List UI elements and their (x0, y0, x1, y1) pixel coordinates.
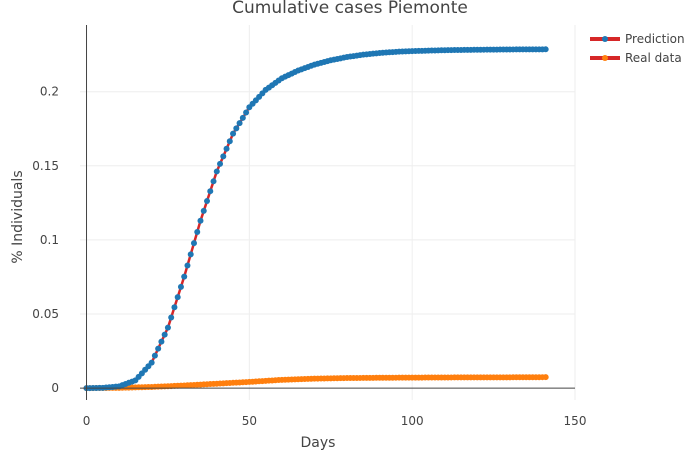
data-point (233, 125, 240, 132)
data-point (187, 251, 194, 258)
chart-title: Cumulative cases Piemonte (232, 0, 468, 18)
data-point (239, 114, 246, 121)
data-point (194, 228, 201, 235)
legend-label: Prediction (625, 32, 685, 46)
data-point (217, 160, 224, 167)
series-layer (83, 46, 549, 392)
legend[interactable]: Prediction Real data (590, 32, 685, 65)
data-point (155, 345, 162, 352)
data-point (204, 198, 211, 205)
legend-label: Real data (625, 51, 682, 65)
data-point (164, 324, 171, 331)
y-tick-label: 0.05 (32, 307, 59, 321)
data-point (177, 283, 184, 290)
data-point (158, 338, 165, 345)
data-point (542, 374, 549, 381)
data-point (161, 331, 168, 338)
legend-swatch-marker (602, 36, 608, 42)
legend-item[interactable]: Prediction (590, 32, 685, 46)
data-point (184, 262, 191, 269)
y-ticks: 0 0.05 0.1 0.15 0.2 (32, 85, 59, 395)
x-tick-label: 50 (242, 414, 257, 428)
data-point (171, 304, 178, 311)
grid (80, 25, 576, 400)
y-axis-title: % Individuals (10, 170, 26, 263)
data-point (148, 359, 155, 366)
series-prediction (83, 46, 549, 392)
data-point (210, 178, 217, 185)
data-point (190, 240, 197, 247)
data-point (197, 217, 204, 224)
data-point (151, 352, 158, 359)
data-point (181, 273, 188, 280)
legend-swatch-marker (602, 55, 608, 61)
axes (80, 25, 575, 400)
data-point (542, 46, 549, 53)
data-point (243, 109, 250, 116)
data-point (220, 153, 227, 160)
y-tick-label: 0.1 (40, 233, 59, 247)
x-axis-title: Days (301, 435, 336, 450)
y-tick-label: 0.2 (40, 85, 59, 99)
x-tick-label: 0 (83, 414, 91, 428)
y-tick-label: 0.15 (32, 159, 59, 173)
data-point (207, 188, 214, 195)
data-point (200, 207, 207, 214)
legend-item[interactable]: Real data (590, 51, 682, 65)
data-point (226, 138, 233, 145)
x-ticks: 0 50 100 150 (83, 414, 587, 428)
y-tick-label: 0 (51, 381, 59, 395)
series-line (86, 48, 546, 390)
data-point (168, 314, 175, 321)
data-point (213, 168, 220, 175)
data-point (236, 120, 243, 127)
data-point (230, 130, 237, 137)
x-tick-label: 100 (401, 414, 424, 428)
data-point (174, 294, 181, 301)
data-point (223, 145, 230, 152)
x-tick-label: 150 (564, 414, 587, 428)
